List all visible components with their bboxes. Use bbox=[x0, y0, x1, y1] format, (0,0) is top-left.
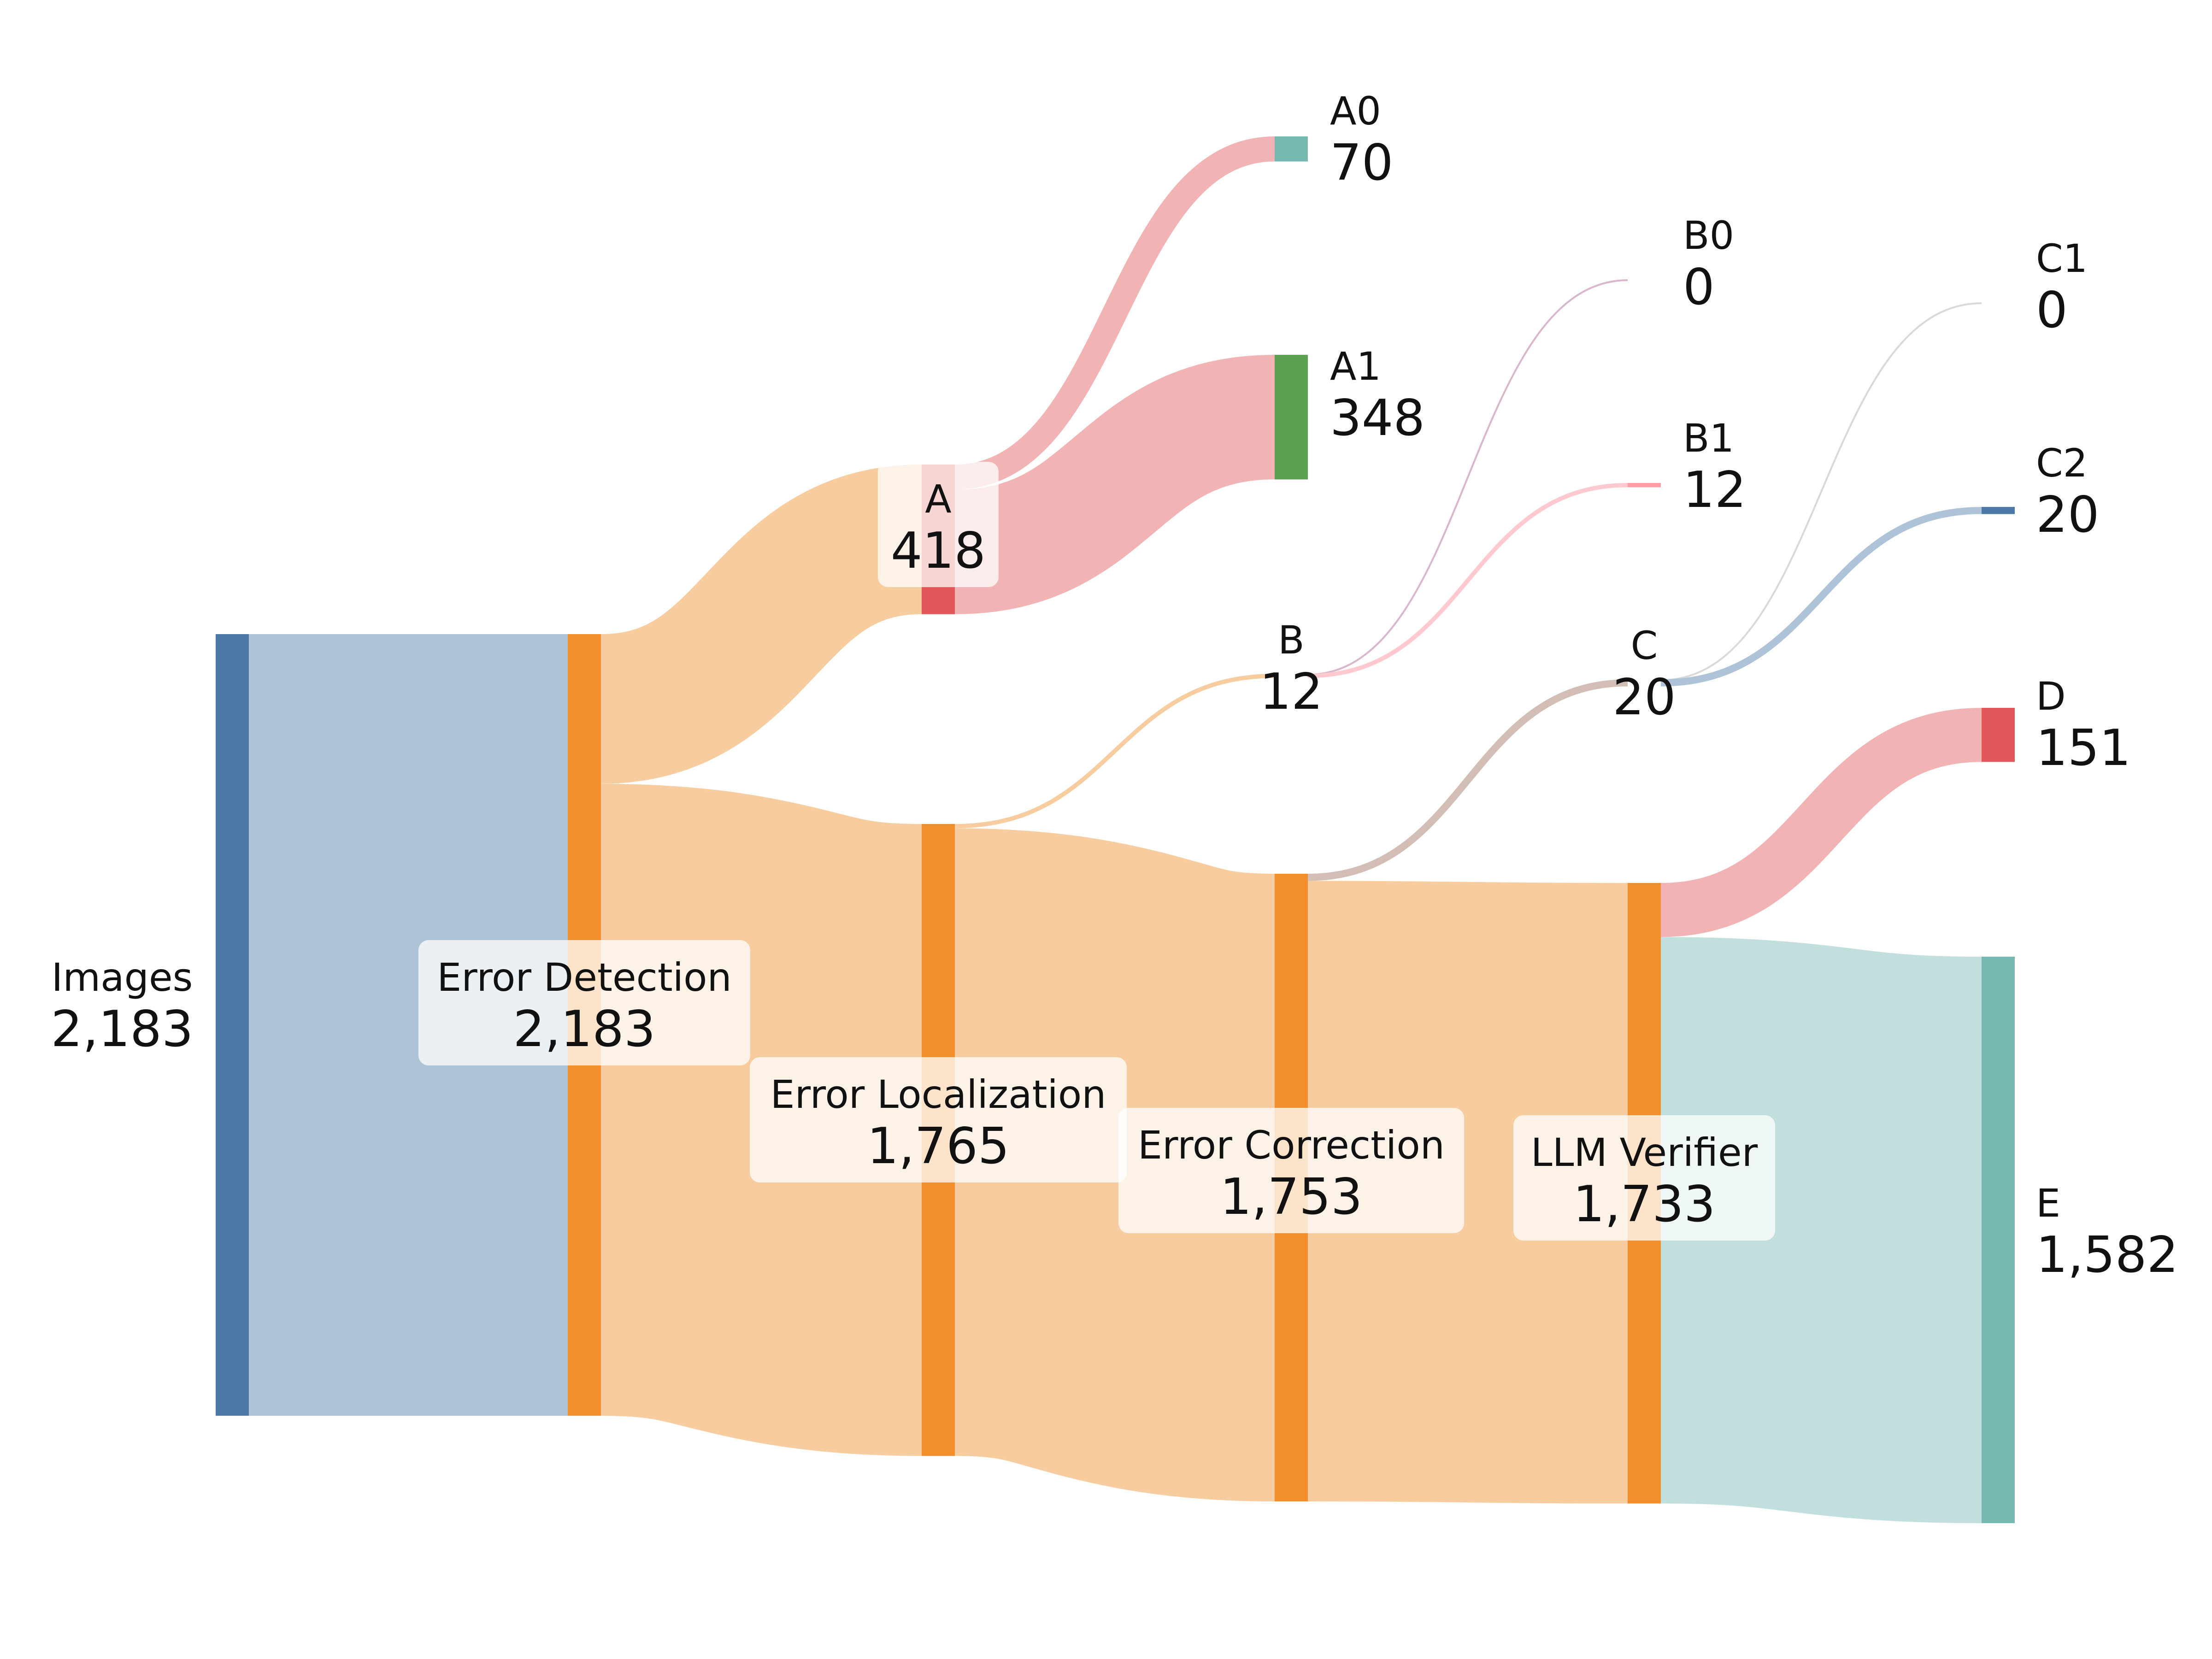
node-value-B: 12 bbox=[1259, 663, 1323, 721]
node-value-C2: 20 bbox=[2036, 486, 2099, 544]
node-name-images: Images bbox=[52, 955, 193, 1000]
node-name-B: B bbox=[1278, 618, 1305, 663]
node-name-C: C bbox=[1631, 623, 1658, 668]
node-bar-D bbox=[1982, 708, 2015, 762]
label-box-verify bbox=[1513, 1115, 1775, 1241]
link-B-to-B0 bbox=[1307, 279, 1628, 676]
link-B-to-B1 bbox=[1307, 482, 1628, 678]
node-value-C1: 0 bbox=[2036, 282, 2068, 339]
node-bar-A1 bbox=[1275, 355, 1308, 480]
link-C-to-C1 bbox=[1660, 302, 1982, 681]
node-value-A: 418 bbox=[891, 522, 986, 580]
node-label-B0: B00 bbox=[1683, 213, 1734, 316]
label-box-A bbox=[878, 462, 999, 587]
node-value-images: 2,183 bbox=[51, 1000, 193, 1058]
link-localize-to-B bbox=[954, 673, 1275, 829]
node-name-A: A bbox=[925, 477, 951, 522]
node-name-detect: Error Detection bbox=[437, 955, 732, 1000]
node-value-detect: 2,183 bbox=[513, 1000, 655, 1058]
node-bar-C2 bbox=[1982, 507, 2015, 514]
link-correct-to-C bbox=[1307, 679, 1628, 881]
node-bar-images bbox=[216, 634, 249, 1416]
link-A-to-A1 bbox=[953, 355, 1276, 614]
label-box-detect bbox=[418, 940, 750, 1065]
node-bar-A0 bbox=[1275, 136, 1308, 162]
node-name-A0: A0 bbox=[1330, 88, 1381, 134]
link-A-to-A0 bbox=[954, 136, 1275, 490]
node-bar-B1 bbox=[1628, 483, 1661, 488]
node-name-B1: B1 bbox=[1683, 416, 1734, 461]
node-value-localize: 1,765 bbox=[867, 1118, 1009, 1175]
node-value-E: 1,582 bbox=[2036, 1226, 2178, 1284]
link-verify-to-D bbox=[1660, 707, 1982, 937]
node-name-localize: Error Localization bbox=[771, 1072, 1106, 1117]
node-label-C1: C10 bbox=[2036, 236, 2088, 339]
node-name-E: E bbox=[2036, 1181, 2060, 1226]
node-value-B0: 0 bbox=[1683, 259, 1715, 316]
node-value-A1: 348 bbox=[1330, 389, 1425, 447]
node-name-A1: A1 bbox=[1330, 344, 1381, 389]
label-box-correct bbox=[1118, 1108, 1464, 1233]
node-bar-E bbox=[1982, 957, 2015, 1524]
node-value-verify: 1,733 bbox=[1573, 1176, 1715, 1233]
link-C-to-C2 bbox=[1660, 507, 1982, 687]
node-label-E: E1,582 bbox=[2036, 1181, 2178, 1284]
node-label-C: C20 bbox=[1612, 623, 1676, 726]
link-detect-to-A bbox=[599, 464, 924, 784]
node-name-C2: C2 bbox=[2036, 441, 2088, 486]
node-label-B: B12 bbox=[1259, 618, 1323, 721]
node-value-A0: 70 bbox=[1330, 134, 1393, 192]
node-value-correct: 1,753 bbox=[1220, 1168, 1362, 1226]
node-name-B0: B0 bbox=[1683, 213, 1734, 258]
node-value-D: 151 bbox=[2036, 719, 2131, 777]
node-name-verify: LLM Verifier bbox=[1531, 1130, 1758, 1175]
node-name-C1: C1 bbox=[2036, 236, 2088, 281]
node-value-B1: 12 bbox=[1683, 461, 1746, 519]
label-box-localize bbox=[750, 1057, 1127, 1182]
node-name-correct: Error Correction bbox=[1138, 1123, 1445, 1168]
node-value-C: 20 bbox=[1612, 669, 1676, 726]
node-name-D: D bbox=[2036, 674, 2066, 719]
